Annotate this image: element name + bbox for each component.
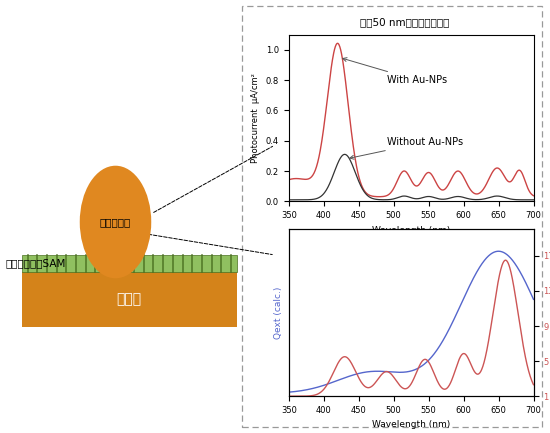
X-axis label: Wavelength (nm): Wavelength (nm) <box>372 226 450 235</box>
Bar <box>22 255 236 271</box>
Bar <box>22 271 236 326</box>
Text: 直彤50 nmのナノ粒子使用: 直彤50 nmのナノ粒子使用 <box>360 17 449 27</box>
Y-axis label: Photocurrent  μA/cm²: Photocurrent μA/cm² <box>251 73 260 163</box>
Ellipse shape <box>80 166 151 278</box>
X-axis label: Wavelength (nm): Wavelength (nm) <box>372 420 450 430</box>
Text: With Au-NPs: With Au-NPs <box>343 58 447 85</box>
Text: 金ナノ粒子: 金ナノ粒子 <box>100 217 131 227</box>
Text: ボルフィリンSAM: ボルフィリンSAM <box>6 258 66 268</box>
Text: Without Au-NPs: Without Au-NPs <box>350 137 463 159</box>
Text: 金電極: 金電極 <box>117 292 142 306</box>
Y-axis label: Qext (calc.): Qext (calc.) <box>274 287 283 339</box>
